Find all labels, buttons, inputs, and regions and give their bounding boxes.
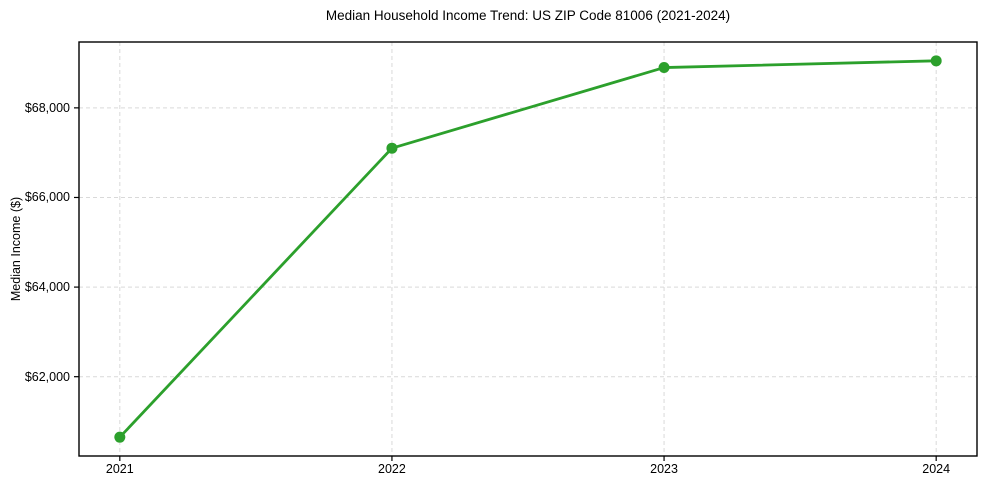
y-tick-label: $62,000: [24, 369, 70, 384]
x-tick-label: 2022: [378, 462, 406, 476]
data-point-2021: [114, 431, 126, 443]
data-point-2022: [386, 142, 398, 154]
x-tick-label: 2023: [650, 462, 678, 476]
chart-title: Median Household Income Trend: US ZIP Co…: [325, 8, 731, 23]
x-tick-label: 2024: [922, 462, 951, 476]
x-tick-label: 2021: [105, 462, 134, 476]
data-point-2024: [930, 55, 942, 67]
y-tick-label: $68,000: [24, 100, 70, 115]
y-tick-label: $64,000: [24, 280, 70, 295]
y-tick-label: $66,000: [24, 190, 70, 205]
trend-line: [118, 59, 938, 439]
data-point-2023: [658, 62, 670, 74]
plot-border: [78, 41, 978, 457]
